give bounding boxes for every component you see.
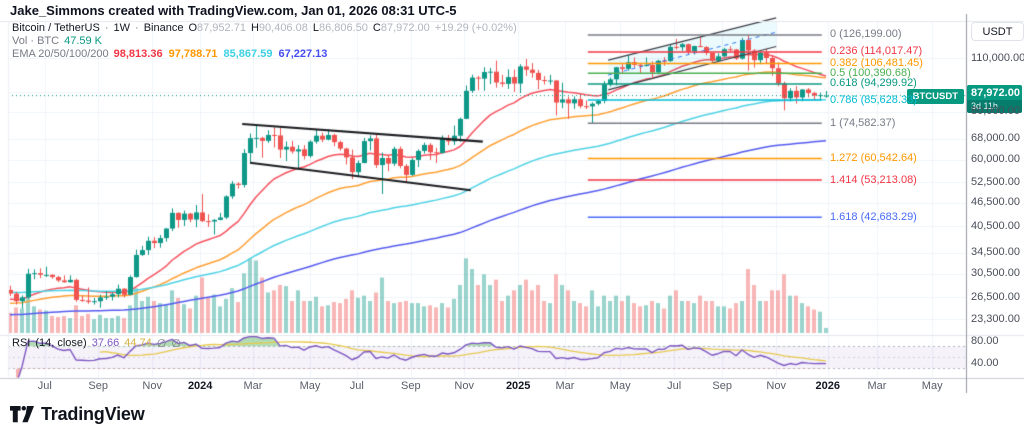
ohlc-item: L86,806.50 <box>312 22 368 34</box>
ohlc-item: H90,406.08 <box>250 22 308 34</box>
time-axis-label: May <box>299 380 321 392</box>
volume-label: Vol · BTC <box>12 35 60 47</box>
time-axis-label: Mar <box>243 380 263 392</box>
time-axis-label: Sep <box>401 380 421 392</box>
symbol-legend-row[interactable]: Bitcoin / TetherUS · 1W · Binance O87,95… <box>12 22 517 35</box>
symbol-title[interactable]: Bitcoin / TetherUS <box>12 22 100 34</box>
price-axis-label: 40,500.00 <box>971 219 1020 232</box>
exchange-label: Binance <box>143 22 184 34</box>
rsi-axis-label: 80.00 <box>971 334 999 347</box>
price-axis-label: 110,000.00 <box>971 51 1024 64</box>
tradingview-logo: TradingView <box>10 404 145 425</box>
fib-level-label: 0.382 (106,481.45) <box>830 56 923 69</box>
fib-level-label: 0.786 (85,628.33) <box>830 93 917 106</box>
fib-level-label: 1.272 (60,542.64) <box>830 151 917 164</box>
price-axis-label: 30,500.00 <box>971 267 1020 280</box>
attribution-text: Jake_Simmons created with TradingView.co… <box>10 3 457 18</box>
ema-value-20: 98,813.36 <box>113 48 163 60</box>
time-axis-label: May <box>609 380 631 392</box>
price-axis-label: 46,500.00 <box>971 196 1020 209</box>
time-axis-label: Nov <box>766 380 786 392</box>
rsi-axis-label: 40.00 <box>971 356 999 369</box>
time-axis-label: Sep <box>88 380 108 392</box>
time-axis-label: 2026 <box>815 380 841 392</box>
tradingview-logo-text: TradingView <box>41 404 145 424</box>
fib-level-label: 1.414 (53,213.08) <box>830 173 917 186</box>
fib-level-label: 0.5 (100,390.68) <box>830 66 911 79</box>
chart-legend: Bitcoin / TetherUS · 1W · Binance O87,95… <box>12 22 517 61</box>
time-axis-label: Mar <box>555 380 575 392</box>
time-axis-label: May <box>921 380 943 392</box>
price-axis-label: 23,300.00 <box>971 312 1020 325</box>
ema-legend-row[interactable]: EMA 20/50/100/200 98,813.36 97,788.71 85,8… <box>12 48 517 61</box>
rsi-value: 37.66 <box>91 337 120 349</box>
ohlc-values: O87,952.71 H90,406.08 L86,806.50 C87,972.00 <box>188 22 429 35</box>
volume-legend-row[interactable]: Vol · BTC 47.59 K <box>12 35 517 48</box>
ema-value-100: 85,867.59 <box>223 48 273 60</box>
ohlc-item: O87,952.71 <box>188 22 246 34</box>
fib-level-label: 1 (74,582.37) <box>830 116 896 129</box>
fib-level-label: 0 (126,199.00) <box>830 28 902 41</box>
currency-toggle-button[interactable]: USDT <box>971 22 1024 41</box>
ohlc-item: C87,972.00 <box>372 22 430 34</box>
fib-level-label: 0.618 (94,299.92) <box>830 77 917 90</box>
price-axis-label: 80,000.00 <box>971 105 1020 118</box>
fib-level-label: 1.618 (42,683.29) <box>830 210 917 223</box>
fib-level-label: 0.236 (114,017.47) <box>830 45 923 58</box>
interval-label[interactable]: 1W <box>113 22 131 34</box>
current-price-tag: 87,972.00 3d 11h <box>967 85 1022 113</box>
time-axis-label: 2025 <box>505 380 531 392</box>
time-axis-label: Sep <box>712 380 732 392</box>
price-axis-label: 68,000.00 <box>971 132 1020 145</box>
rsi-label: RSI <box>12 337 31 349</box>
rsi-params: (14, close) <box>35 337 87 349</box>
time-axis-label: Mar <box>867 380 887 392</box>
rsi-legend-row[interactable]: RSI (14, close) 37.66 44.74 ∅ ∅ <box>12 337 181 350</box>
ema-value-50: 97,788.71 <box>168 48 218 60</box>
price-axis-label: 60,000.00 <box>971 153 1020 166</box>
rsi-ma-value: 44.74 <box>124 337 152 349</box>
price-axis-label: 52,500.00 <box>971 175 1020 188</box>
price-axis-label: 34,500.00 <box>971 246 1020 259</box>
time-axis-label: Nov <box>454 380 474 392</box>
time-axis-label: Nov <box>142 380 162 392</box>
tradingview-logo-icon <box>10 406 34 423</box>
ema-value-200: 67,227.13 <box>278 48 328 60</box>
rsi-empty-2: ∅ <box>171 338 181 350</box>
time-axis-label: Jul <box>667 380 682 392</box>
bar-countdown: 3d 11h <box>967 100 1022 113</box>
time-axis-label: Jul <box>37 380 52 392</box>
price-axis-label: 26,500.00 <box>971 290 1020 303</box>
current-price-value: 87,972.00 <box>967 85 1022 100</box>
change-value: +19.29 (+0.02%) <box>434 22 517 34</box>
time-axis-label: 2024 <box>187 380 213 392</box>
symbol-price-tag: BTCUSDT <box>906 89 964 104</box>
rsi-empty-1: ∅ <box>156 338 167 350</box>
ema-values: 98,813.36 97,788.71 85,867.59 67,227.13 <box>114 48 328 61</box>
volume-value: 47.59 K <box>64 35 102 47</box>
ema-label: EMA 20/50/100/200 <box>12 48 109 60</box>
time-axis-label: Jul <box>349 380 364 392</box>
